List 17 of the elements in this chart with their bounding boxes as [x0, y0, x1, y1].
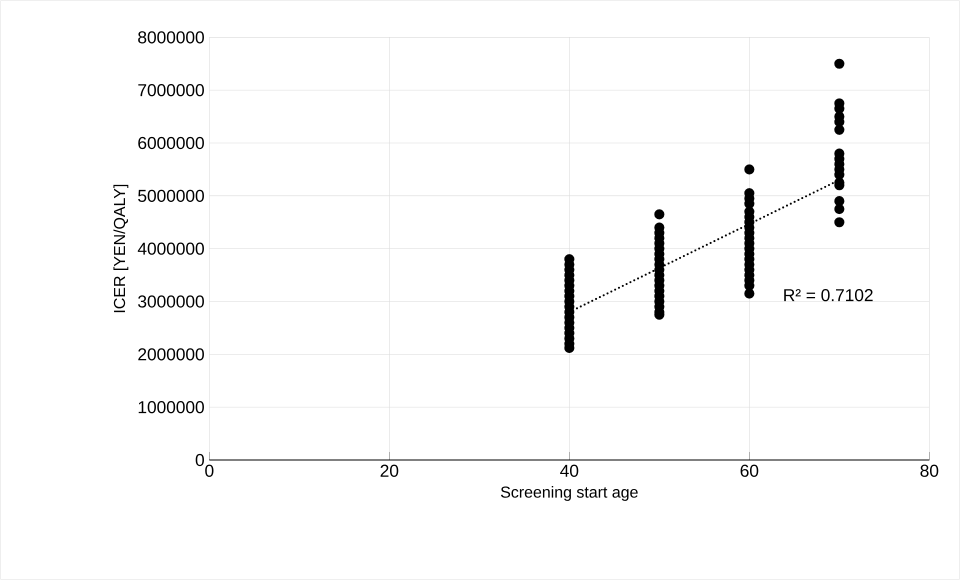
y-tick-label: 7000000 — [138, 84, 204, 96]
y-tick-label: 3000000 — [138, 295, 204, 308]
annotation: R² = 0.7102 — [784, 289, 873, 302]
x-tick-label: 20 — [380, 464, 398, 477]
y-tick-label: 1000000 — [138, 401, 204, 414]
x-axis-title: Screening start age — [500, 486, 638, 501]
y-tick-label: 5000000 — [138, 190, 204, 202]
y-tick-label: 2000000 — [138, 348, 204, 360]
y-tick-label: 0 — [196, 454, 204, 466]
x-tick-label: 0 — [205, 464, 214, 477]
x-tick-label: 40 — [560, 464, 578, 477]
y-tick-label: 4000000 — [138, 242, 204, 255]
x-tick-label: 60 — [740, 464, 758, 477]
y-axis-title: ICER [YEN/QALY] — [113, 184, 128, 312]
x-tick-label: 80 — [920, 464, 938, 477]
y-tick-label: 8000000 — [138, 31, 204, 44]
y-tick-label: 6000000 — [138, 136, 204, 150]
